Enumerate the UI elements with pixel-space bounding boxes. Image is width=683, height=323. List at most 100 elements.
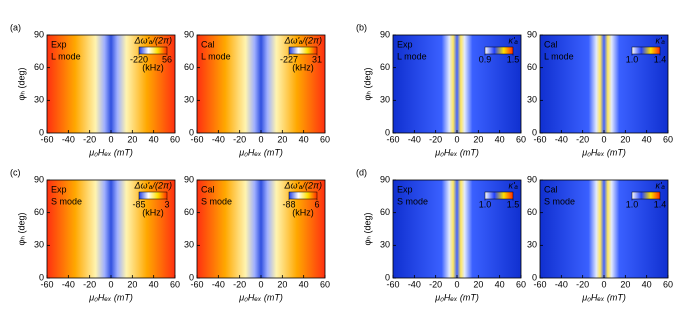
panel-label: (d) xyxy=(356,167,367,177)
colorbar-tick-label: 6 xyxy=(314,199,319,209)
x-tick-label: 20 xyxy=(127,279,137,289)
x-tick-label: 40 xyxy=(642,279,652,289)
colorbar-tick-label: -227 xyxy=(280,54,298,64)
colorbar xyxy=(138,191,168,200)
x-tick-label: -40 xyxy=(408,279,421,289)
y-axis-label: φₕ (deg) xyxy=(362,213,372,246)
x-tick-label: -60 xyxy=(386,279,399,289)
panel-label: (b) xyxy=(356,22,367,32)
x-tick-label: 60 xyxy=(516,279,526,289)
colorbar-tick-label: 1.0 xyxy=(479,199,492,209)
x-tick-label: 0 xyxy=(258,279,263,289)
x-axis-label: μ₀Hₑₓ (mT) xyxy=(88,292,133,302)
y-axis-label: φₕ (deg) xyxy=(362,68,372,101)
colorbar-tick-label: 0.9 xyxy=(479,54,492,64)
panel-title: Cal xyxy=(201,184,215,194)
y-axis-label: φₕ (deg) xyxy=(16,213,26,246)
colorbar-tick-label: -220 xyxy=(130,54,148,64)
y-tick-label: 0 xyxy=(385,272,390,282)
x-tick-label: 20 xyxy=(473,134,483,144)
y-tick-label: 30 xyxy=(34,240,44,250)
colorbar-title: Δω'ₐ/(2π) xyxy=(133,180,172,190)
y-tick-label: 0 xyxy=(532,127,537,137)
y-tick-label: 30 xyxy=(184,95,194,105)
y-tick-label: 30 xyxy=(527,95,537,105)
panel-subtitle: L mode xyxy=(201,51,231,61)
colorbar xyxy=(288,191,318,200)
colorbar-unit: (kHz) xyxy=(292,207,314,217)
y-tick-label: 60 xyxy=(184,207,194,217)
x-tick-label: 60 xyxy=(663,279,673,289)
x-tick-label: 60 xyxy=(516,134,526,144)
panel-label: (a) xyxy=(10,22,21,32)
colorbar-tick-label: -85 xyxy=(132,199,145,209)
y-tick-label: 60 xyxy=(380,62,390,72)
x-axis-label: μ₀Hₑₓ (mT) xyxy=(581,292,626,302)
x-tick-label: -40 xyxy=(212,134,225,144)
panel-title: Exp xyxy=(51,184,67,194)
y-tick-label: 90 xyxy=(380,29,390,39)
x-tick-label: 40 xyxy=(495,279,505,289)
colorbar-tick-label: 1.0 xyxy=(626,199,639,209)
colorbar-unit: (kHz) xyxy=(142,207,164,217)
x-axis-label: μ₀Hₑₓ (mT) xyxy=(238,147,283,157)
x-axis-label: μ₀Hₑₓ (mT) xyxy=(88,147,133,157)
y-tick-label: 90 xyxy=(34,29,44,39)
x-axis-label: μ₀Hₑₓ (mT) xyxy=(434,147,479,157)
colorbar xyxy=(484,46,514,55)
x-tick-label: 60 xyxy=(170,134,180,144)
x-tick-label: -40 xyxy=(408,134,421,144)
y-tick-label: 60 xyxy=(527,62,537,72)
colorbar xyxy=(631,46,661,55)
panel-subtitle: L mode xyxy=(397,51,427,61)
x-tick-label: 20 xyxy=(127,134,137,144)
y-tick-label: 90 xyxy=(380,174,390,184)
x-tick-label: 60 xyxy=(663,134,673,144)
colorbar-tick-label: 1.4 xyxy=(654,54,667,64)
panel-title: Exp xyxy=(51,39,67,49)
panel-subtitle: S mode xyxy=(51,196,82,206)
x-tick-label: -60 xyxy=(40,279,53,289)
y-tick-label: 60 xyxy=(527,207,537,217)
y-tick-label: 30 xyxy=(184,240,194,250)
y-tick-label: 30 xyxy=(34,95,44,105)
y-tick-label: 0 xyxy=(385,127,390,137)
x-tick-label: -40 xyxy=(62,134,75,144)
x-tick-label: -60 xyxy=(190,134,203,144)
panel-subtitle: S mode xyxy=(201,196,232,206)
colorbar xyxy=(484,191,514,200)
y-tick-label: 90 xyxy=(184,29,194,39)
colorbar xyxy=(288,46,318,55)
x-tick-label: -20 xyxy=(83,279,96,289)
x-tick-label: 20 xyxy=(620,134,630,144)
x-axis-label: μ₀Hₑₓ (mT) xyxy=(238,292,283,302)
colorbar-unit: (kHz) xyxy=(292,62,314,72)
x-tick-label: -60 xyxy=(40,134,53,144)
panel-label: (c) xyxy=(10,167,21,177)
colorbar-title: Δω'ₐ/(2π) xyxy=(283,180,322,190)
y-tick-label: 60 xyxy=(34,62,44,72)
colorbar xyxy=(138,46,168,55)
x-tick-label: -20 xyxy=(233,134,246,144)
x-tick-label: 0 xyxy=(108,134,113,144)
x-tick-label: -40 xyxy=(555,279,568,289)
x-tick-label: -20 xyxy=(429,279,442,289)
x-tick-label: -20 xyxy=(83,134,96,144)
x-tick-label: -60 xyxy=(386,134,399,144)
colorbar-tick-label: 56 xyxy=(162,54,172,64)
y-tick-label: 60 xyxy=(184,62,194,72)
panel-title: Exp xyxy=(397,184,413,194)
x-tick-label: 60 xyxy=(170,279,180,289)
x-tick-label: 0 xyxy=(454,134,459,144)
x-tick-label: 0 xyxy=(108,279,113,289)
x-tick-label: 20 xyxy=(277,134,287,144)
x-tick-label: -20 xyxy=(576,279,589,289)
y-tick-label: 0 xyxy=(189,127,194,137)
x-tick-label: -40 xyxy=(555,134,568,144)
x-axis-label: μ₀Hₑₓ (mT) xyxy=(434,292,479,302)
panel-subtitle: L mode xyxy=(544,51,574,61)
x-tick-label: 40 xyxy=(495,134,505,144)
panel-title: Exp xyxy=(397,39,413,49)
colorbar-title: κ'ₐ xyxy=(656,180,665,190)
